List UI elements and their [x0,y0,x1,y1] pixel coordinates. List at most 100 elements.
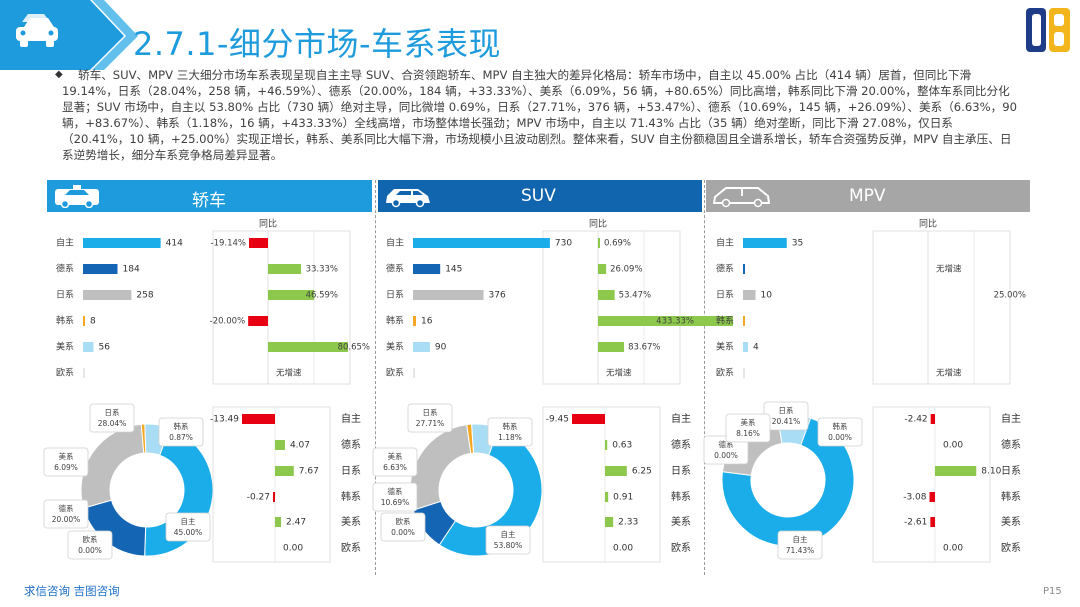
suv-car-icon [386,189,430,208]
delta-frame [542,406,661,563]
delta-label: -3.08 [903,493,927,503]
volume-label: 145 [445,265,462,275]
yoy-label: -19.14% [211,239,246,249]
delta-label: 0.00 [613,544,633,554]
yoy-label: 0.69% [604,239,631,249]
volume-bar [743,264,745,274]
delta-label: 2.33 [618,518,638,528]
callout-box [725,413,771,443]
delta-bar [275,517,282,527]
delta-bar [275,440,285,450]
category-label: 日系 [56,290,74,301]
delta-bar [929,492,935,502]
donut-callout: 日系 27.71% [407,403,453,433]
yoy-bar [598,342,625,352]
callout-category: 日系 [423,407,438,417]
donut-slice [409,424,472,511]
category-label: 日系 [716,290,734,301]
sedan-header: 轿车 [47,180,372,212]
volume-bar [413,316,416,326]
category-label: 美系 [56,341,74,353]
delta-label: -2.61 [904,518,927,528]
callout-category: 韩系 [833,421,848,431]
mpv-car-icon [712,187,771,208]
mpv-header: MPV [706,180,1030,212]
callout-box [89,403,135,433]
delta-category-label: 美系 [1001,515,1021,528]
volume-label: 184 [123,265,140,275]
yoy-label: 33.33% [306,265,338,275]
callout-share: 45.00% [174,528,203,537]
delta-label: 2.47 [286,518,306,528]
suv-header: SUV [378,180,702,212]
delta-category-label: 德系 [341,438,361,451]
delta-category-label: 日系 [1001,465,1021,477]
delta-label: -2.42 [904,415,927,425]
callout-share: 53.80% [494,541,523,550]
delta-bar [605,440,608,450]
callout-category: 欧系 [83,534,98,544]
volume-bar [83,290,132,300]
callout-category: 韩系 [174,421,189,431]
delta-category-label: 韩系 [671,490,691,503]
callout-share: 1.18% [498,433,522,442]
volume-bar [413,238,550,248]
callout-box [67,530,113,560]
donut-callout: 美系 8.16% [725,413,771,443]
summary-text: ◆ 轿车、SUV、MPV 三大细分市场车系表现呈现自主主导 SUV、合资领跑轿车… [55,67,1020,163]
delta-category-label: 欧系 [1001,542,1021,554]
callout-category: 美系 [59,451,74,461]
callout-box [817,417,863,447]
volume-bar [413,290,484,300]
donut-slice [721,417,855,547]
yoy-label: 26.09% [610,265,642,275]
callout-category: 自主 [501,529,516,539]
category-label: 美系 [386,341,404,353]
callout-share: 20.00% [52,515,81,524]
footer-source: 求信咨询 吉图咨询 [24,584,120,598]
volume-label: 258 [136,291,153,301]
delta-frame [872,406,991,563]
callout-category: 德系 [59,503,74,513]
delta-category-label: 韩系 [1001,490,1021,503]
category-label: 自主 [56,237,74,249]
delta-label: -9.45 [546,415,569,425]
category-label: 欧系 [56,367,74,379]
donut-callout: 日系 28.04% [89,403,135,433]
donut-callout: 自主 71.43% [777,530,823,560]
delta-bar [930,414,935,424]
volume-bar [413,368,415,378]
delta-category-label: 美系 [671,515,691,528]
callout-box [777,530,823,560]
yoy-bar [598,264,607,274]
volume-label: 4 [753,343,759,353]
callout-share: 8.16% [736,429,760,438]
volume-bar [743,316,745,326]
yoy-bar [248,316,268,326]
volume-label: 8 [90,317,96,327]
donut-callout: 美系 6.63% [372,447,418,477]
donut-callout: 德系 10.69% [372,482,418,512]
volume-label: 35 [792,239,803,249]
volume-bar [83,316,85,326]
callout-category: 自主 [181,516,196,526]
title-bar [0,0,138,70]
volume-bar [83,368,85,378]
delta-frame [212,406,331,563]
donut-callout: 欧系 0.00% [380,512,426,542]
delta-bar [930,517,935,527]
callout-share: 28.04% [98,419,127,428]
category-label: 韩系 [56,315,74,327]
volume-label: 730 [555,239,572,249]
yoy-bar [598,316,733,326]
callout-category: 美系 [741,417,756,427]
delta-category-label: 日系 [341,465,361,477]
delta-label: 7.67 [299,467,319,477]
category-label: 日系 [386,290,404,301]
donut-callout: 欧系 0.00% [67,530,113,560]
volume-bar [743,342,748,352]
callout-share: 0.00% [714,451,738,460]
volume-label: 414 [166,239,183,249]
callout-share: 6.63% [383,463,407,472]
volume-bar [743,368,745,378]
